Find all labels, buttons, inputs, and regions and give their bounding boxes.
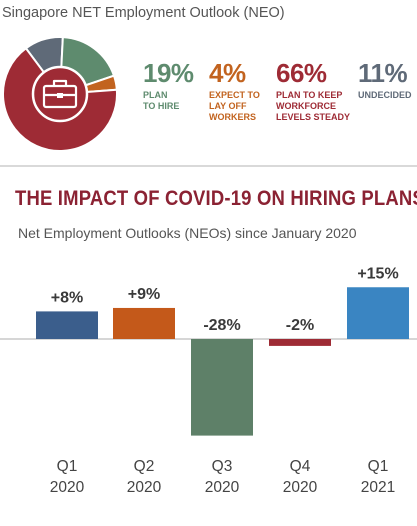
bar-5 [347,287,409,339]
impact-subtitle: Net Employment Outlooks (NEOs) since Jan… [18,225,357,241]
stat-percent: 4% [209,58,246,88]
category-label: 2021 [361,479,395,496]
outlook-title: Singapore NET Employment Outlook (NEO) [2,5,285,21]
stat-percent: 66% [276,58,327,88]
bar-value-label: -2% [286,317,314,334]
stat-3: 66% PLAN TO KEEP WORKFORCE LEVELS STEADY [276,60,350,123]
bar-value-label: +15% [357,265,398,282]
category-label: Q1 [368,458,389,475]
section-divider [0,165,417,167]
stat-label: PLAN TO HIRE [143,90,180,111]
stat-label: EXPECT TO LAY OFF WORKERS [209,90,260,122]
stat-4: 11% UNDECIDED [358,60,412,101]
stat-2: 4% EXPECT TO LAY OFF WORKERS [209,60,260,123]
category-label: 2020 [127,479,162,496]
outlook-donut-chart [2,36,118,152]
category-label: Q2 [134,458,155,475]
stat-percent: 19% [143,58,194,88]
bar-value-label: +8% [51,289,83,306]
bar-value-label: -28% [203,317,240,334]
bar-3 [191,339,253,436]
category-label: 2020 [283,479,318,496]
bar-value-label: +9% [128,286,160,303]
stat-percent: 11% [358,58,408,88]
stat-label: UNDECIDED [358,90,412,100]
category-label: Q3 [212,458,233,475]
bar-4 [269,339,331,346]
briefcase-icon [42,79,78,109]
category-label: 2020 [50,479,85,496]
stat-1: 19% PLAN TO HIRE [143,60,194,112]
category-label: 2020 [205,479,240,496]
stat-label: PLAN TO KEEP WORKFORCE LEVELS STEADY [276,90,351,122]
category-label: Q4 [290,458,311,475]
impact-title: THE IMPACT OF COVID-19 ON HIRING PLANS [15,186,417,210]
bar-2 [113,307,175,339]
bar-1 [36,311,98,339]
category-label: Q1 [57,458,78,475]
